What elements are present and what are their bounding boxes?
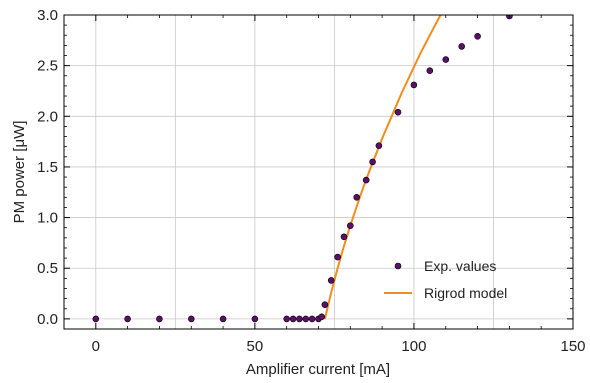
y-tick-label: 0.0 (37, 311, 58, 328)
exp-data-point (394, 108, 402, 116)
exp-data-point (334, 253, 341, 261)
y-tick-label: 3.0 (37, 7, 58, 24)
exp-data-point (321, 301, 329, 309)
rigrod-model-line (323, 15, 442, 320)
legend-label-rigrod: Rigrod model (424, 285, 507, 301)
exp-data-point (458, 43, 466, 50)
x-tick-label: 100 (401, 338, 426, 355)
x-tick-label: 0 (92, 338, 100, 355)
exp-data-point (442, 56, 450, 63)
legend: Exp. values Rigrod model (384, 258, 507, 301)
y-tick-label: 2.5 (37, 58, 58, 75)
y-axis-label: PM power [μW] (11, 121, 28, 224)
exp-data-point (327, 277, 335, 284)
y-tick-label: 0.5 (37, 260, 58, 277)
exp-data-point (362, 176, 370, 184)
x-tick-label: 150 (560, 338, 585, 355)
x-axis-label: Amplifier current [mA] (246, 361, 390, 378)
exp-data-point (340, 233, 348, 241)
exp-data-point (283, 315, 291, 323)
exp-data-point (346, 222, 354, 229)
exp-data-point (474, 32, 481, 40)
y-tick-label: 1.0 (37, 210, 58, 227)
legend-marker-exp (394, 262, 402, 270)
exp-data-point (296, 315, 303, 323)
points-layer (92, 15, 513, 323)
ticks: 0 50 100 150 0.0 0.5 1.0 1.5 2.0 2.5 3.0 (37, 7, 585, 355)
exp-data-point (369, 158, 376, 166)
exp-data-point (124, 315, 131, 323)
exp-data-point (219, 315, 227, 323)
exp-data-point (302, 315, 310, 323)
exp-data-point (410, 81, 418, 89)
x-tick-label: 50 (247, 338, 264, 355)
exp-data-point (353, 194, 361, 201)
y-tick-label: 1.5 (37, 159, 58, 176)
exp-data-point (426, 67, 434, 74)
curve-layer (323, 15, 442, 320)
y-tick-label: 2.0 (37, 108, 58, 125)
exp-data-point (308, 315, 316, 323)
grid (64, 14, 574, 329)
legend-label-exp: Exp. values (424, 258, 496, 274)
exp-data-point (188, 315, 195, 323)
exp-data-point (251, 315, 259, 323)
exp-data-point (156, 315, 163, 323)
exp-data-point (318, 313, 326, 321)
exp-data-point (289, 315, 297, 323)
exp-data-point (92, 315, 100, 323)
plot-frame (63, 14, 574, 330)
exp-data-point (375, 142, 383, 149)
